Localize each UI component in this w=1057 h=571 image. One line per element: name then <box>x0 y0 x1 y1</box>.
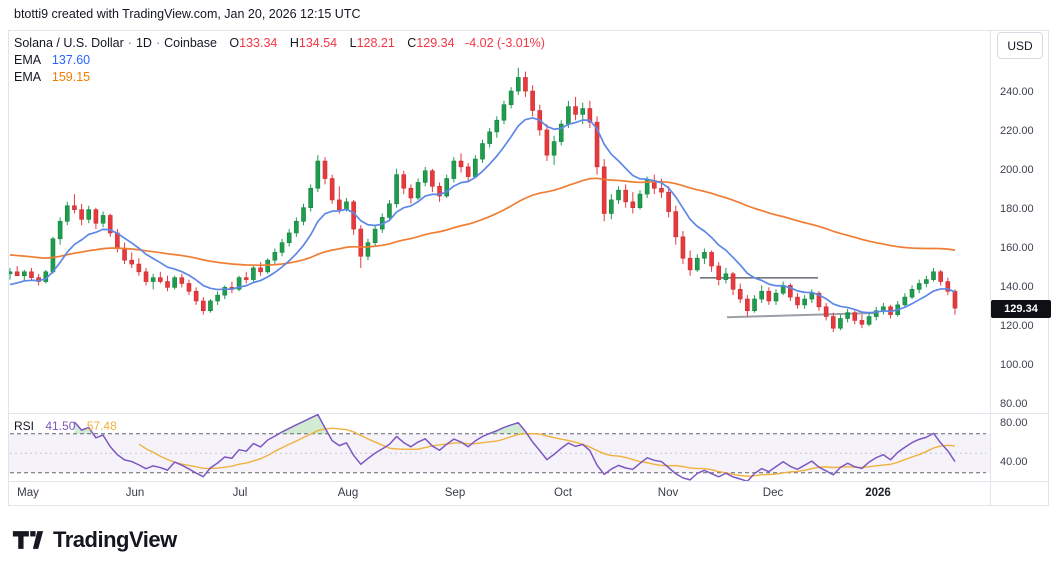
price-axis-separator <box>990 30 991 506</box>
rsi-tick-label: 40.00 <box>1000 456 1028 468</box>
interval-label: 1D <box>135 36 152 50</box>
exchange-label: Coinbase <box>164 36 217 50</box>
tradingview-logo[interactable]: TradingView <box>12 527 177 553</box>
price-tick-label: 80.00 <box>1000 398 1028 410</box>
ema-fast-row: EMA 137.60 <box>14 52 545 69</box>
price-tick-label: 220.00 <box>1000 125 1034 137</box>
open-label: O <box>229 36 240 50</box>
rsi-pane-chart[interactable] <box>9 414 990 481</box>
frame-top-border <box>8 30 1049 31</box>
time-tick-label: Jun <box>125 487 145 499</box>
price-tick-label: 200.00 <box>1000 164 1034 176</box>
time-tick-label: Jul <box>232 487 248 499</box>
time-tick-label: Aug <box>337 487 359 499</box>
price-tick-label: 160.00 <box>1000 242 1034 254</box>
currency-unit-button[interactable]: USD <box>997 32 1043 59</box>
tradingview-logo-text: TradingView <box>53 527 177 552</box>
price-tick-label: 100.00 <box>1000 359 1034 371</box>
price-tick-label: 140.00 <box>1000 281 1034 293</box>
rsi-value: 41.50 <box>45 419 76 433</box>
last-price-badge: 129.34 <box>991 300 1051 318</box>
symbol-title: Solana / U.S. Dollar <box>14 36 124 50</box>
price-tick-label: 240.00 <box>1000 86 1034 98</box>
time-axis-separator <box>8 481 1049 482</box>
high-value: 134.54 <box>298 36 338 50</box>
low-value: 128.21 <box>356 36 395 50</box>
close-value: 129.34 <box>416 36 455 50</box>
ema-fast-value: 137.60 <box>51 53 91 67</box>
time-tick-label: 2026 <box>865 487 891 499</box>
price-tick-label: 180.00 <box>1000 203 1034 215</box>
ema-fast-label: EMA <box>14 53 41 67</box>
ema-slow-row: EMA 159.15 <box>14 69 545 86</box>
low-label: L <box>349 36 357 50</box>
attribution-text: btotti9 created with TradingView.com, Ja… <box>14 7 361 21</box>
close-label: C <box>407 36 417 50</box>
tradingview-logo-icon <box>12 531 44 549</box>
time-tick-label: Dec <box>762 487 784 499</box>
price-pane-chart[interactable] <box>9 31 990 413</box>
rsi-label: RSI <box>14 419 35 433</box>
frame-bottom-border <box>8 505 1049 506</box>
pane-separator[interactable] <box>8 413 1049 414</box>
symbol-row: Solana / U.S. Dollar · 1D · Coinbase O133.34… <box>14 36 545 50</box>
frame-left-border <box>8 30 9 506</box>
rsi-legend: RSI 41.50 57.48 <box>14 419 117 433</box>
time-tick-label: Oct <box>554 487 572 499</box>
time-tick-label: Nov <box>657 487 679 499</box>
time-tick-label: May <box>17 487 39 499</box>
time-tick-label: Sep <box>444 487 466 499</box>
ema-slow-value: 159.15 <box>51 70 91 84</box>
price-tick-label: 120.00 <box>1000 320 1034 332</box>
ema-slow-label: EMA <box>14 70 41 84</box>
rsi-tick-label: 80.00 <box>1000 417 1028 429</box>
frame-right-border <box>1048 30 1049 506</box>
rsi-ma-value: 57.48 <box>86 419 117 433</box>
symbol-legend: Solana / U.S. Dollar · 1D · Coinbase O133.34… <box>14 35 545 86</box>
open-value: 133.34 <box>239 36 278 50</box>
change-value: -4.02 (-3.01%) <box>465 36 545 50</box>
high-label: H <box>289 36 299 50</box>
